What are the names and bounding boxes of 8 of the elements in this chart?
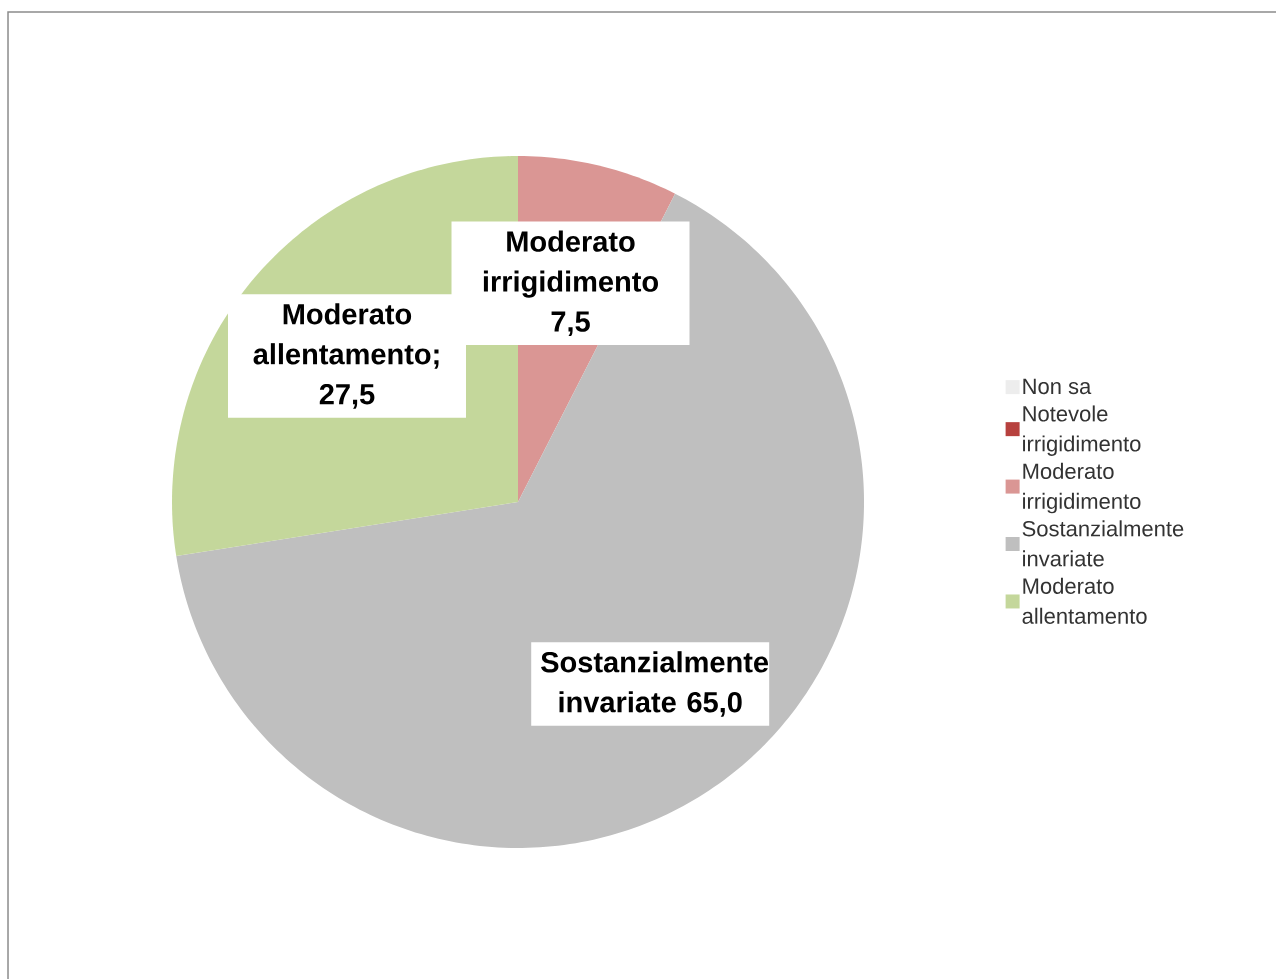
legend-label: Sostanzialmente invariate xyxy=(1022,520,1184,567)
legend-label: Moderato irrigidimento xyxy=(1023,462,1141,514)
data-label: Moderato allentamento; 27,5 xyxy=(253,303,439,409)
legend-label: Moderato allentamento xyxy=(1022,577,1147,624)
legend-label: Notevole irrigidimento xyxy=(1023,405,1141,456)
data-label: Moderato irrigidimento 7,5 xyxy=(483,230,658,337)
legend-label: Non sa xyxy=(1023,378,1092,395)
data-label: Sostanzialmente invariate 65,0 xyxy=(541,651,769,717)
